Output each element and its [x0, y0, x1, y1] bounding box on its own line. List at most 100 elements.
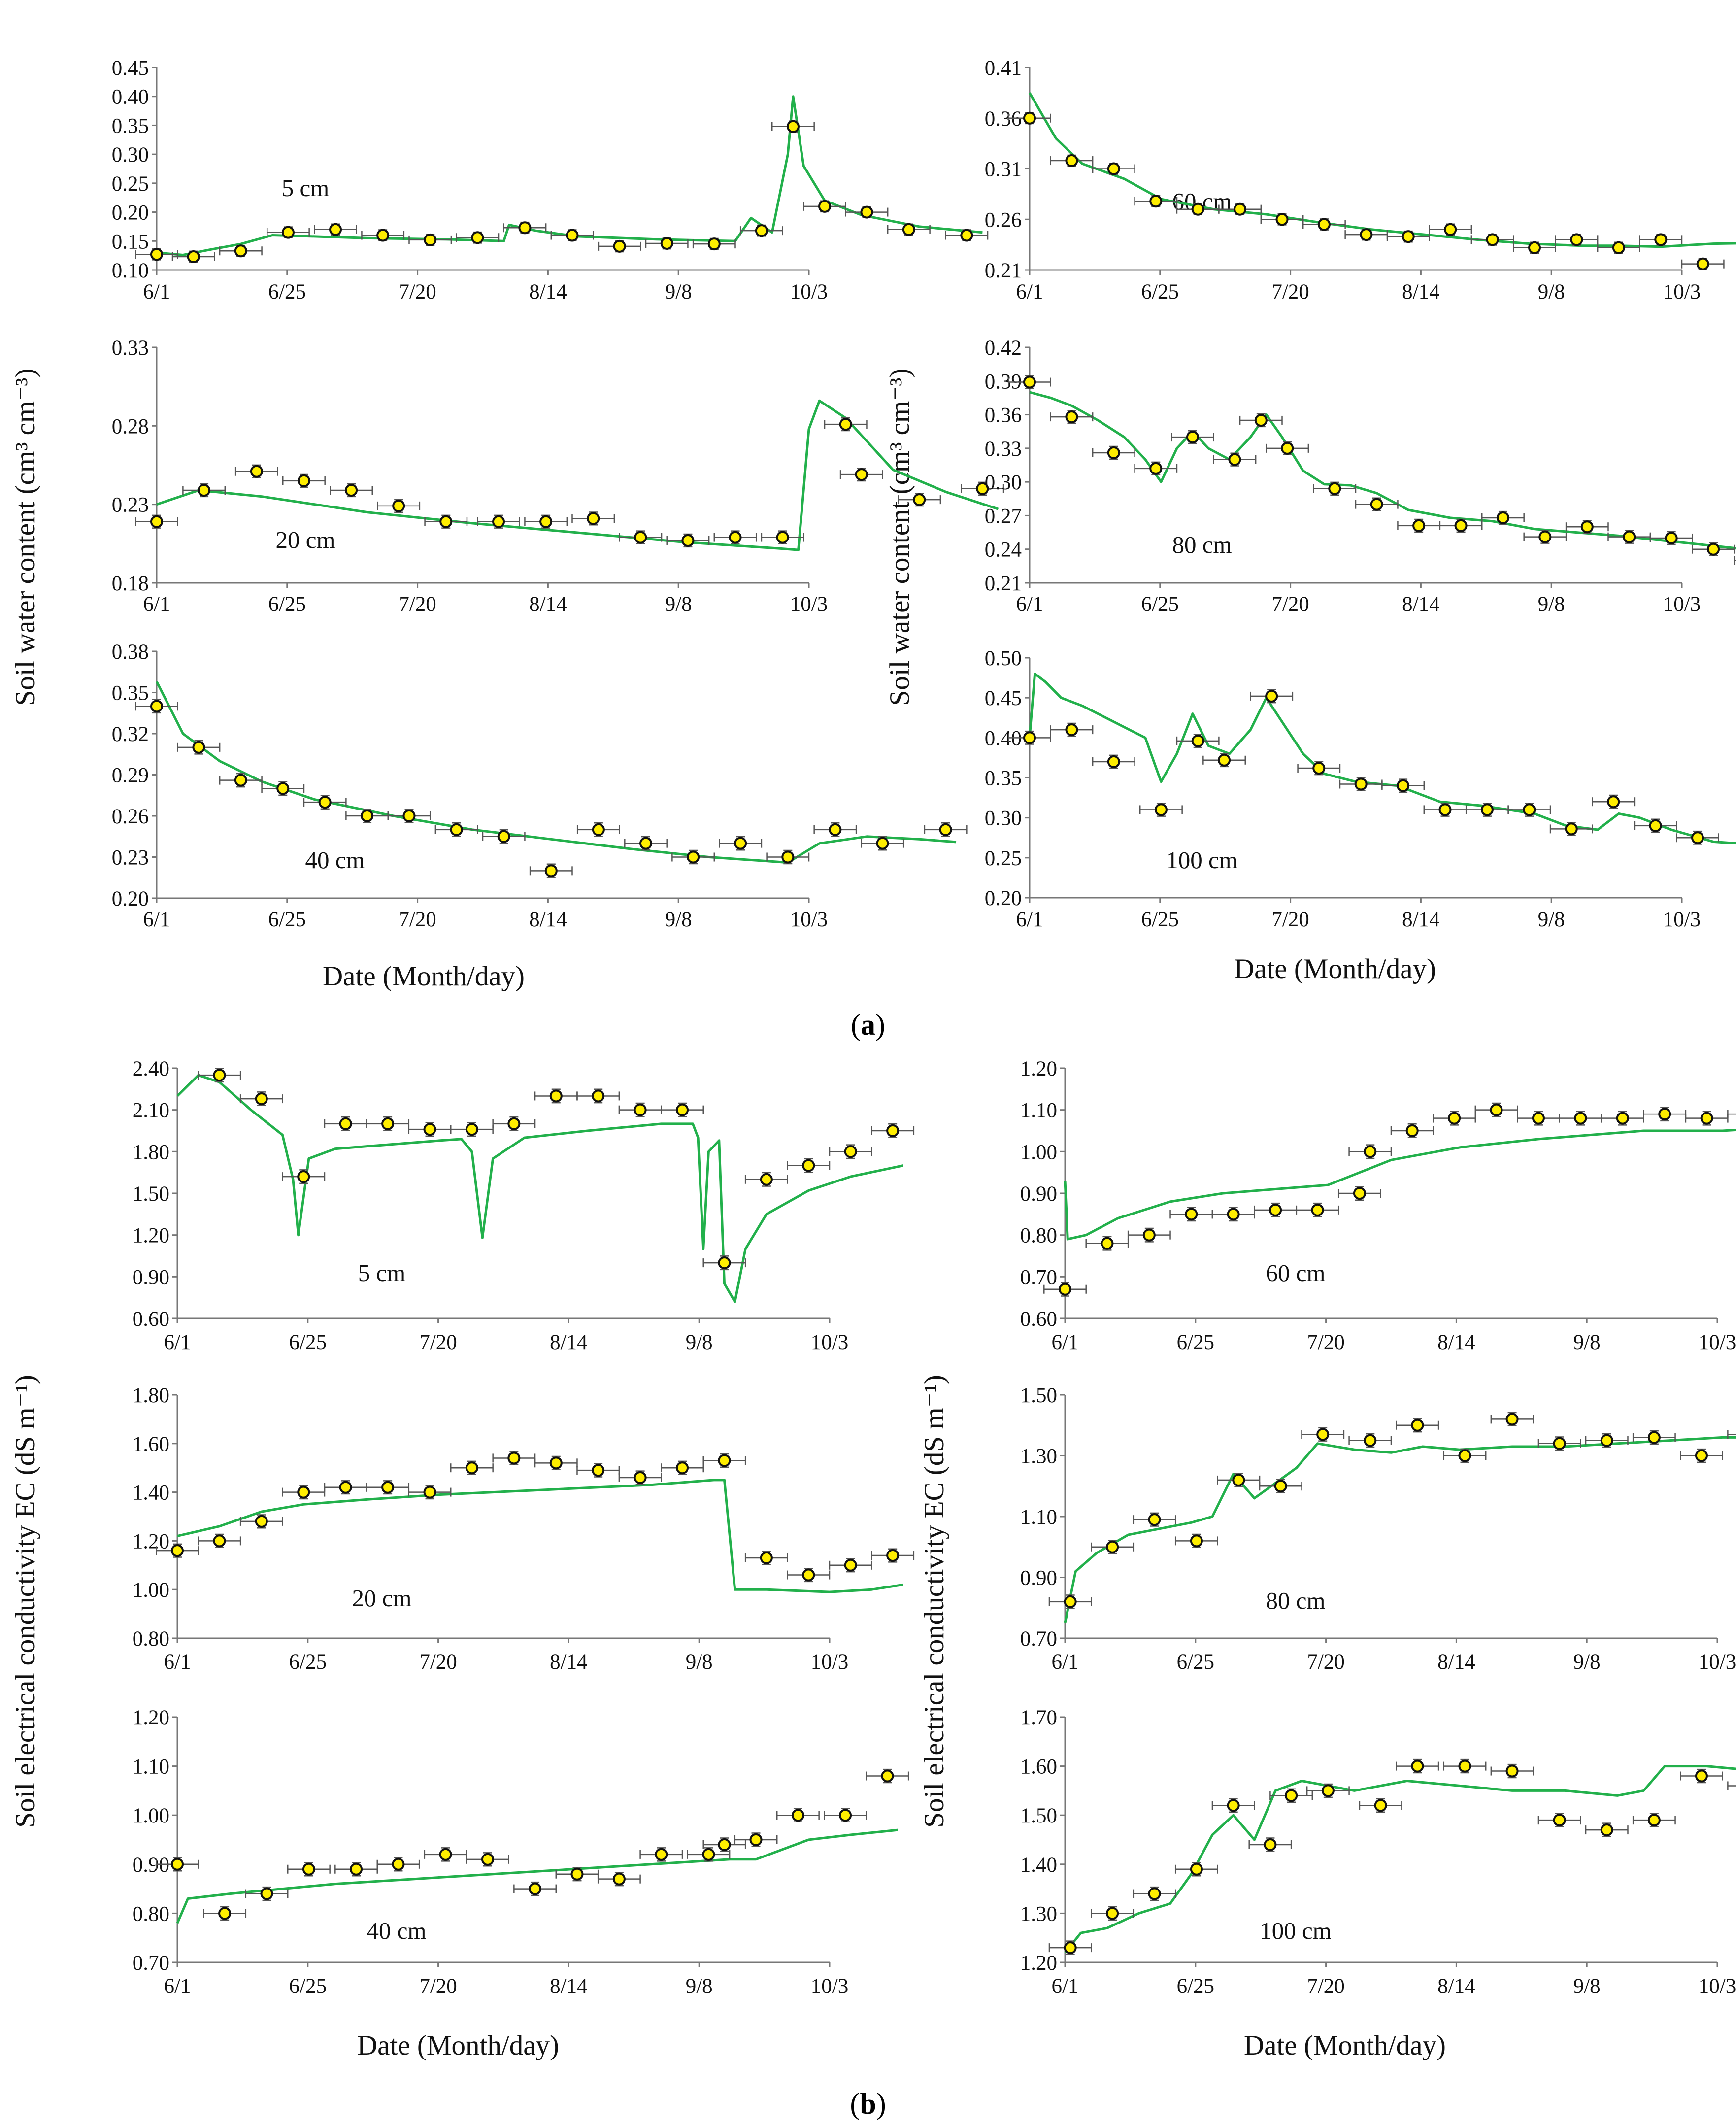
observed-point — [1553, 1437, 1566, 1450]
observed-point — [1707, 542, 1720, 556]
observed-point — [960, 229, 973, 242]
x-tick-label: 8/14 — [529, 593, 567, 616]
observed-point — [913, 493, 926, 506]
y-tick-label: 1.20 — [1020, 1952, 1057, 1975]
observed-point — [255, 1092, 268, 1106]
observed-point — [1064, 1595, 1077, 1608]
x-tick-label: 7/20 — [1307, 1975, 1344, 1998]
observed-point — [150, 700, 163, 713]
x-tick-label: 6/25 — [1141, 908, 1179, 931]
x-tick-label: 6/1 — [143, 280, 170, 304]
observed-point — [1321, 1784, 1335, 1797]
y-tick-label: 1.10 — [133, 1755, 169, 1779]
panel-b4: 0.60 0.70 0.80 0.90 1.00 1.10 1.20 6/1 6/25 7/20 8… — [1020, 1057, 1736, 1354]
x-tick-label: 6/25 — [1141, 593, 1179, 616]
panel-depth-label: 20 cm — [275, 526, 335, 553]
panel-depth-label: 20 cm — [352, 1585, 411, 1612]
observed-point — [592, 823, 605, 836]
observed-point — [1065, 410, 1078, 424]
y-tick-label: 0.26 — [112, 805, 149, 828]
x-tick-label: 7/20 — [419, 1331, 457, 1354]
observed-point — [339, 1481, 352, 1494]
observed-point — [492, 515, 505, 528]
observed-point — [171, 1857, 184, 1871]
observed-point — [1654, 233, 1668, 246]
panel-depth-label: 60 cm — [1266, 1259, 1325, 1286]
y-tick-label: 0.42 — [985, 337, 1022, 360]
x-axis-title-b-right: Date (Month/day) — [1244, 2030, 1446, 2061]
x-tick-label: 8/14 — [550, 1331, 587, 1354]
observed-point — [1281, 441, 1294, 455]
observed-point — [1607, 795, 1620, 809]
x-tick-label: 6/1 — [1052, 1651, 1079, 1674]
observed-point — [392, 499, 405, 512]
x-tick-label: 6/1 — [1016, 280, 1043, 304]
observed-point — [1565, 822, 1578, 836]
observed-point — [302, 1862, 315, 1876]
x-tick-label: 9/8 — [1573, 1651, 1601, 1674]
observed-point — [829, 823, 842, 836]
x-tick-label: 9/8 — [1538, 280, 1565, 304]
observed-point — [1411, 1759, 1424, 1773]
observed-point — [1658, 1108, 1671, 1121]
observed-point — [1448, 1112, 1461, 1125]
x-tick-label: 6/25 — [1177, 1331, 1214, 1354]
observed-point — [329, 223, 342, 236]
panel-b2: 0.80 1.00 1.20 1.40 1.60 1.80 6/1 6/25 7/20 8/14 9… — [133, 1384, 915, 1674]
observed-point — [1107, 755, 1120, 769]
y-tick-label: 0.10 — [112, 259, 149, 282]
y-tick-label: 1.50 — [1020, 1804, 1057, 1827]
y-tick-label: 0.20 — [112, 887, 149, 911]
observed-point — [297, 474, 310, 487]
observed-point — [234, 244, 247, 258]
x-tick-label: 6/1 — [143, 593, 170, 616]
observed-point — [234, 774, 247, 787]
x-tick-label: 10/3 — [790, 908, 828, 931]
simulated-line — [1029, 391, 1736, 550]
y-tick-label: 0.15 — [112, 230, 149, 253]
panel-depth-label: 100 cm — [1166, 846, 1238, 874]
y-tick-label: 1.00 — [133, 1579, 169, 1602]
x-tick-label: 8/14 — [550, 1975, 587, 1998]
y-tick-label: 0.90 — [133, 1266, 169, 1289]
observed-point — [1269, 1203, 1282, 1216]
x-tick-label: 10/3 — [811, 1975, 848, 1998]
observed-point — [1458, 1449, 1471, 1462]
y-tick-label: 0.26 — [985, 208, 1022, 232]
simulated-line — [156, 399, 999, 551]
observed-point — [634, 1103, 647, 1116]
x-tick-label: 8/14 — [529, 280, 567, 304]
y-tick-label: 0.36 — [985, 404, 1022, 427]
x-tick-label: 10/3 — [790, 593, 828, 616]
observed-point — [1370, 498, 1383, 511]
x-tick-label: 7/20 — [419, 1975, 457, 1998]
observed-point — [844, 1558, 857, 1572]
observed-point — [1190, 1534, 1203, 1548]
y-tick-label: 0.41 — [985, 57, 1022, 80]
observed-point — [781, 850, 795, 864]
observed-point — [1532, 1112, 1545, 1125]
y-tick-label: 0.90 — [133, 1854, 169, 1877]
observed-point — [718, 1454, 731, 1467]
simulated-line — [1064, 1436, 1736, 1623]
observed-point — [760, 1173, 773, 1186]
panel-depth-label: 80 cm — [1172, 531, 1232, 558]
observed-point — [424, 233, 437, 246]
observed-point — [1264, 1838, 1277, 1851]
caption-a-letter: a — [861, 1009, 875, 1041]
y-tick-label: 0.35 — [112, 114, 149, 137]
observed-point — [592, 1089, 605, 1103]
observed-point — [1274, 1480, 1287, 1493]
observed-point — [150, 515, 163, 528]
observed-point — [339, 1117, 352, 1130]
observed-point — [1691, 831, 1704, 844]
observed-point — [1059, 1282, 1071, 1296]
panel-a6: 0.20 0.25 0.30 0.35 0.40 0.45 0.50 6/1 6/25 7/20 8… — [985, 647, 1736, 931]
observed-point — [392, 1857, 405, 1871]
observed-point — [1360, 228, 1373, 241]
y-tick-label: 1.80 — [133, 1384, 169, 1407]
y-tick-label: 1.50 — [1020, 1384, 1057, 1407]
y-tick-label: 0.80 — [133, 1627, 169, 1651]
observed-point — [1185, 1208, 1198, 1221]
observed-point — [1580, 520, 1594, 534]
